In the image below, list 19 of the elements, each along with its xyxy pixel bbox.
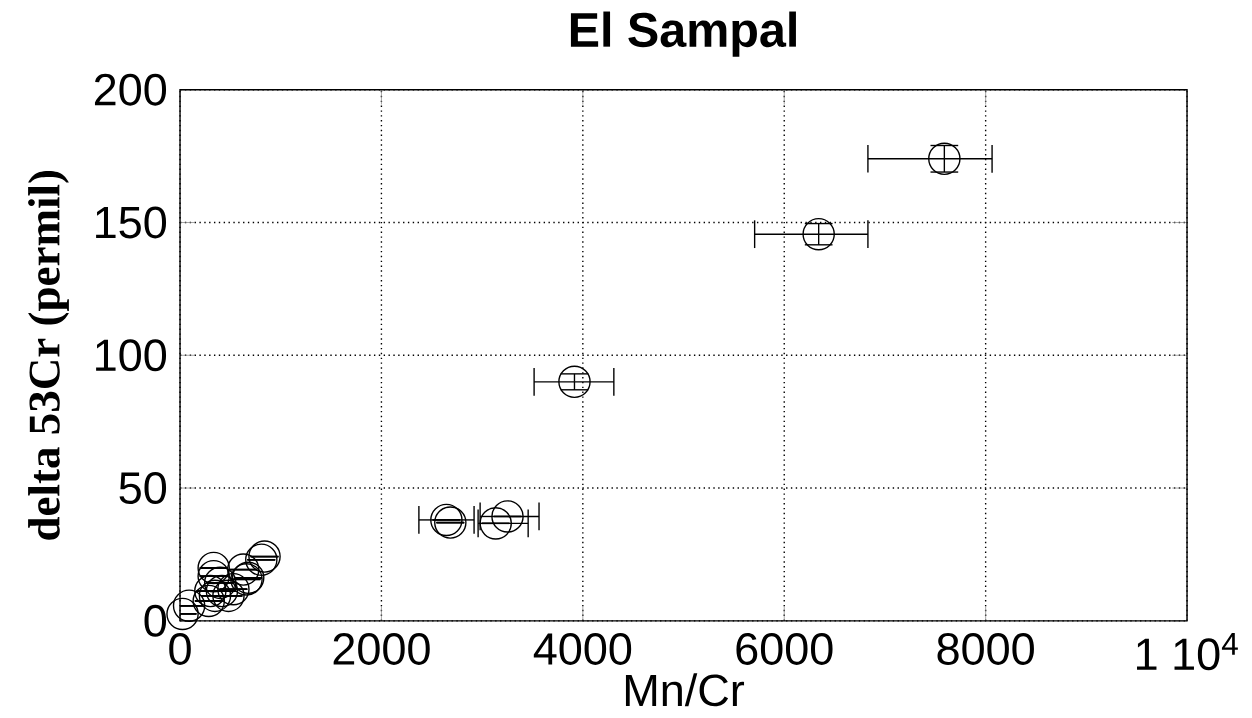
y-tick-label: 0 (144, 604, 167, 637)
chart-title: El Sampal (570, 11, 796, 57)
x-tick-label: 4000 (533, 633, 632, 665)
x-axis-title: Mn/Cr (625, 673, 745, 707)
x-tick-label: 6000 (736, 633, 833, 665)
y-tick-label: 150 (96, 206, 167, 239)
point (217, 573, 250, 606)
x-tick-label: 8000 (937, 633, 1034, 665)
x-tick-label: 0 (169, 633, 191, 665)
y-tick-label: 200 (94, 73, 167, 106)
y-tick-label: 100 (96, 339, 167, 372)
point (166, 597, 199, 631)
point (491, 500, 524, 533)
y-tick-label: 50 (119, 472, 167, 505)
point (172, 589, 206, 623)
x-tick-label: 1 10$^{4}$ (1137, 633, 1238, 671)
y-axis-title: delta 53Cr (permil) (28, 171, 69, 540)
x-tick-label: 2000 (333, 633, 430, 665)
point (558, 365, 591, 399)
